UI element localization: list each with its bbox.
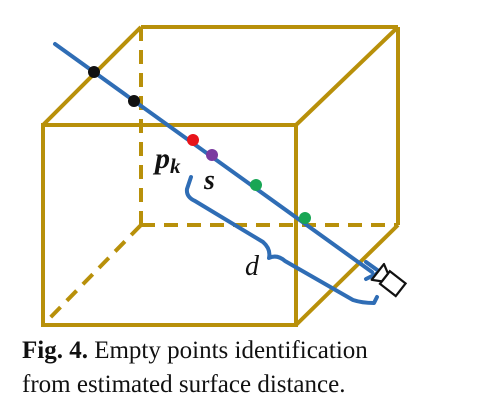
point-black-outside-2 — [128, 95, 140, 107]
label-s: s — [203, 165, 215, 196]
cube-top-right-edge — [294, 25, 400, 127]
caption-line-1: Fig. 4. Empty points identification — [22, 334, 500, 368]
label-d: d — [245, 251, 260, 282]
caption-text-1: Empty points identification — [94, 337, 368, 364]
point-green-2 — [299, 212, 311, 224]
distance-bracket — [184, 175, 379, 305]
figure-number: Fig. 4. — [22, 337, 88, 364]
cube-bottom-left-diagonal — [41, 223, 143, 327]
point-black-outside-1 — [88, 66, 100, 78]
camera-icon — [370, 262, 408, 298]
point-purple-s — [206, 149, 218, 161]
ray-sample-points — [88, 66, 311, 224]
label-pk: pk — [152, 142, 181, 178]
figure-caption: Fig. 4. Empty points identification from… — [22, 334, 500, 402]
empty-points-diagram: pk s d — [41, 25, 408, 327]
caption-line-2: from estimated surface distance. — [22, 371, 346, 398]
cube-bottom-right-edge — [294, 223, 400, 327]
point-green-1 — [250, 179, 262, 191]
point-red-pk — [187, 134, 199, 146]
